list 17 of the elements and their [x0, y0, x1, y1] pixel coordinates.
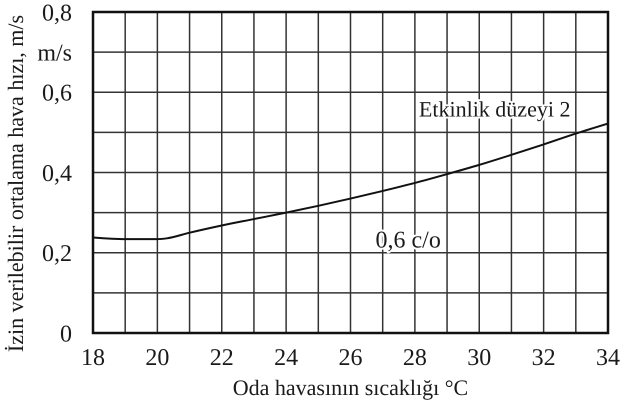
x-tick-label: 32: [532, 345, 556, 371]
y-tick-label: m/s: [37, 40, 72, 67]
x-tick-label: 18: [81, 345, 105, 371]
y-tick-label: 0,4: [42, 160, 72, 187]
x-tick-label: 30: [467, 345, 492, 371]
x-tick-label: 24: [274, 345, 298, 371]
y-axis-title: İzin verilebilir ortalama hava hızı, m/s: [3, 14, 28, 352]
y-tick-label: 0: [60, 321, 72, 348]
x-tick-label: 20: [145, 345, 170, 371]
y-tick-label: 0,8: [42, 0, 72, 26]
y-tick-label: 0,2: [42, 241, 72, 268]
x-axis-title: Oda havasının sıcaklığı °C: [232, 375, 468, 400]
x-tick-label: 26: [338, 345, 362, 371]
x-tick-label: 22: [210, 345, 234, 371]
y-tick-label: 0,6: [42, 80, 72, 107]
x-tick-label: 34: [596, 345, 620, 371]
x-tick-label: 28: [402, 345, 427, 371]
